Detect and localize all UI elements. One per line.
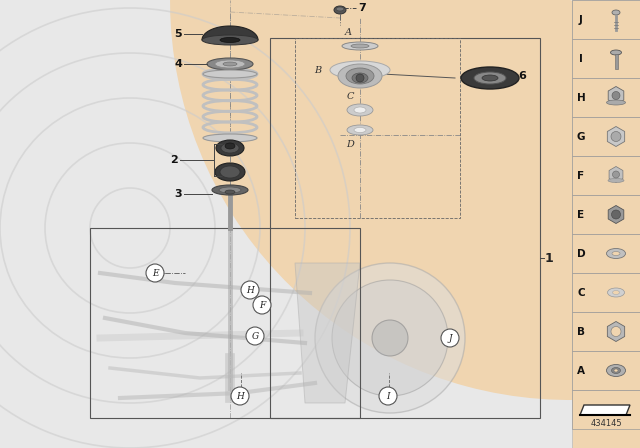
Circle shape	[611, 132, 621, 142]
Ellipse shape	[352, 73, 368, 83]
Circle shape	[611, 327, 621, 336]
Text: I: I	[387, 392, 390, 401]
FancyBboxPatch shape	[572, 312, 640, 351]
Ellipse shape	[607, 365, 625, 376]
FancyBboxPatch shape	[572, 195, 640, 234]
Circle shape	[253, 296, 271, 314]
Ellipse shape	[336, 7, 344, 11]
Ellipse shape	[225, 143, 235, 149]
Ellipse shape	[221, 143, 239, 153]
Ellipse shape	[202, 35, 258, 45]
Ellipse shape	[203, 70, 257, 78]
Text: B: B	[577, 327, 585, 336]
Text: F: F	[259, 301, 265, 310]
Ellipse shape	[607, 249, 625, 258]
Text: A: A	[577, 366, 585, 375]
Text: E: E	[577, 210, 584, 220]
FancyBboxPatch shape	[572, 0, 640, 448]
FancyBboxPatch shape	[572, 78, 640, 117]
Ellipse shape	[611, 50, 621, 55]
Ellipse shape	[611, 367, 621, 374]
Circle shape	[611, 210, 621, 219]
Ellipse shape	[354, 128, 366, 133]
Text: 2: 2	[170, 155, 178, 165]
Ellipse shape	[219, 187, 241, 193]
Text: H: H	[577, 92, 586, 103]
Text: 434145: 434145	[590, 418, 622, 427]
Circle shape	[379, 387, 397, 405]
Circle shape	[332, 280, 448, 396]
Text: C: C	[346, 91, 354, 100]
Text: D: D	[346, 139, 354, 148]
Ellipse shape	[225, 190, 235, 194]
Circle shape	[612, 91, 620, 99]
Ellipse shape	[216, 140, 244, 156]
Ellipse shape	[215, 60, 245, 68]
Text: 6: 6	[518, 71, 526, 81]
Circle shape	[441, 329, 459, 347]
Ellipse shape	[212, 185, 248, 195]
Ellipse shape	[607, 100, 625, 105]
FancyBboxPatch shape	[572, 234, 640, 273]
FancyBboxPatch shape	[572, 117, 640, 156]
Text: B: B	[314, 65, 321, 74]
Ellipse shape	[612, 251, 620, 255]
Polygon shape	[202, 26, 258, 40]
Ellipse shape	[608, 178, 624, 182]
Text: 7: 7	[358, 3, 365, 13]
Polygon shape	[295, 263, 360, 403]
Ellipse shape	[346, 68, 374, 84]
Circle shape	[146, 264, 164, 282]
Text: 5: 5	[174, 29, 182, 39]
Text: 3: 3	[174, 189, 182, 199]
Ellipse shape	[612, 290, 620, 294]
Text: 4: 4	[174, 59, 182, 69]
FancyBboxPatch shape	[572, 390, 640, 429]
Ellipse shape	[474, 72, 506, 84]
Text: D: D	[577, 249, 586, 258]
Ellipse shape	[347, 104, 373, 116]
FancyBboxPatch shape	[572, 0, 640, 39]
Circle shape	[241, 281, 259, 299]
Polygon shape	[580, 405, 630, 415]
Circle shape	[246, 327, 264, 345]
Wedge shape	[170, 0, 640, 400]
Text: 1: 1	[545, 252, 554, 265]
Circle shape	[231, 387, 249, 405]
Ellipse shape	[207, 58, 253, 70]
Text: G: G	[252, 332, 259, 340]
Text: J: J	[448, 333, 452, 343]
Ellipse shape	[215, 163, 245, 181]
Circle shape	[315, 263, 465, 413]
FancyBboxPatch shape	[572, 273, 640, 312]
Ellipse shape	[482, 75, 498, 81]
Circle shape	[356, 74, 364, 82]
Ellipse shape	[220, 166, 240, 178]
Circle shape	[612, 171, 620, 178]
Circle shape	[372, 320, 408, 356]
Ellipse shape	[614, 369, 618, 372]
Text: G: G	[577, 132, 585, 142]
Text: C: C	[577, 288, 585, 297]
FancyBboxPatch shape	[614, 53, 618, 69]
Text: J: J	[579, 14, 583, 25]
FancyBboxPatch shape	[572, 351, 640, 390]
Text: H: H	[236, 392, 244, 401]
Ellipse shape	[220, 38, 240, 43]
Ellipse shape	[461, 67, 519, 89]
Ellipse shape	[347, 125, 373, 135]
Ellipse shape	[342, 42, 378, 50]
Ellipse shape	[338, 64, 382, 88]
Ellipse shape	[351, 44, 369, 48]
FancyBboxPatch shape	[572, 39, 640, 78]
FancyBboxPatch shape	[572, 156, 640, 195]
Text: H: H	[246, 285, 254, 294]
Ellipse shape	[203, 134, 257, 142]
Ellipse shape	[354, 107, 366, 113]
Ellipse shape	[612, 10, 620, 15]
Text: F: F	[577, 171, 584, 181]
Text: E: E	[152, 268, 158, 277]
Ellipse shape	[223, 62, 237, 66]
Ellipse shape	[607, 288, 625, 297]
